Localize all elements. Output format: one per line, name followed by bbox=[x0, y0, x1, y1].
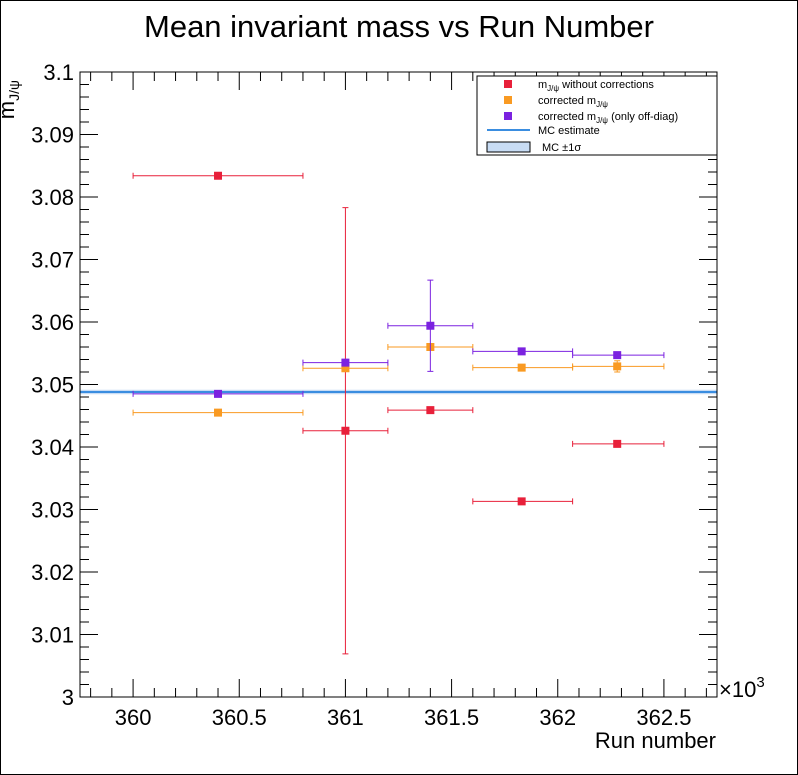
series-layer bbox=[132, 171, 665, 655]
chart-title: Mean invariant mass vs Run Number bbox=[144, 9, 654, 44]
legend-marker-mc-band bbox=[486, 141, 531, 153]
data-point bbox=[426, 321, 435, 330]
x-tick-label: 361.5 bbox=[424, 705, 479, 730]
data-point bbox=[613, 362, 622, 371]
data-point bbox=[613, 351, 622, 360]
series-2 bbox=[132, 279, 665, 398]
data-point bbox=[214, 408, 223, 417]
data-point bbox=[517, 497, 526, 506]
x-tick-label: 362 bbox=[539, 705, 576, 730]
x-axis-multiplier-base: ×10 bbox=[719, 677, 756, 702]
data-point bbox=[341, 364, 350, 373]
y-tick-label: 3.02 bbox=[31, 560, 74, 585]
data-point bbox=[341, 426, 350, 435]
legend-label-mc-estimate: MC estimate bbox=[538, 125, 600, 137]
y-tick-label: 3 bbox=[62, 685, 74, 710]
y-tick-label: 3.01 bbox=[31, 623, 74, 648]
y-tick-label: 3.07 bbox=[31, 248, 74, 273]
series-0 bbox=[132, 171, 665, 655]
y-axis-title: mJ/ψ bbox=[0, 80, 22, 119]
x-tick-label: 361 bbox=[327, 705, 364, 730]
x-axis-title: Run number bbox=[595, 728, 716, 753]
y-tick-label: 3.04 bbox=[31, 435, 74, 460]
legend: mJ/ψ without corrections corrected mJ/ψ … bbox=[476, 75, 718, 156]
legend-label-mc-band: MC ±1σ bbox=[542, 142, 581, 154]
data-point bbox=[613, 439, 622, 448]
data-point bbox=[341, 358, 350, 367]
y-tick-label: 3.1 bbox=[43, 60, 74, 85]
x-tick-label: 362.5 bbox=[636, 705, 691, 730]
legend-label-corrected: corrected mJ/ψ bbox=[538, 95, 608, 109]
y-axis-title-main: m bbox=[0, 101, 19, 119]
y-tick-label: 3.03 bbox=[31, 498, 74, 523]
legend-marker-without-corrections bbox=[504, 80, 512, 88]
y-tick-label: 3.05 bbox=[31, 373, 74, 398]
mc-layer bbox=[80, 389, 717, 395]
data-point bbox=[517, 347, 526, 356]
x-tick-label: 360.5 bbox=[212, 705, 267, 730]
x-axis-multiplier-exp: 3 bbox=[756, 674, 764, 691]
legend-marker-corrected bbox=[504, 96, 512, 104]
data-point bbox=[517, 363, 526, 372]
y-axis-title-sub: J/ψ bbox=[6, 80, 22, 101]
legend-marker-corrected-off-diag bbox=[504, 112, 512, 120]
data-point bbox=[214, 171, 223, 180]
x-axis-multiplier: ×103 bbox=[719, 674, 765, 702]
data-point bbox=[426, 406, 435, 415]
legend-label-without-corrections: mJ/ψ without corrections bbox=[538, 79, 654, 93]
data-point bbox=[214, 389, 223, 398]
x-tick-label: 360 bbox=[115, 705, 152, 730]
legend-label-corrected-off-diag: corrected mJ/ψ (only off-diag) bbox=[538, 111, 678, 125]
y-tick-label: 3.08 bbox=[31, 185, 74, 210]
y-tick-label: 3.06 bbox=[31, 310, 74, 335]
y-tick-label: 3.09 bbox=[31, 123, 74, 148]
